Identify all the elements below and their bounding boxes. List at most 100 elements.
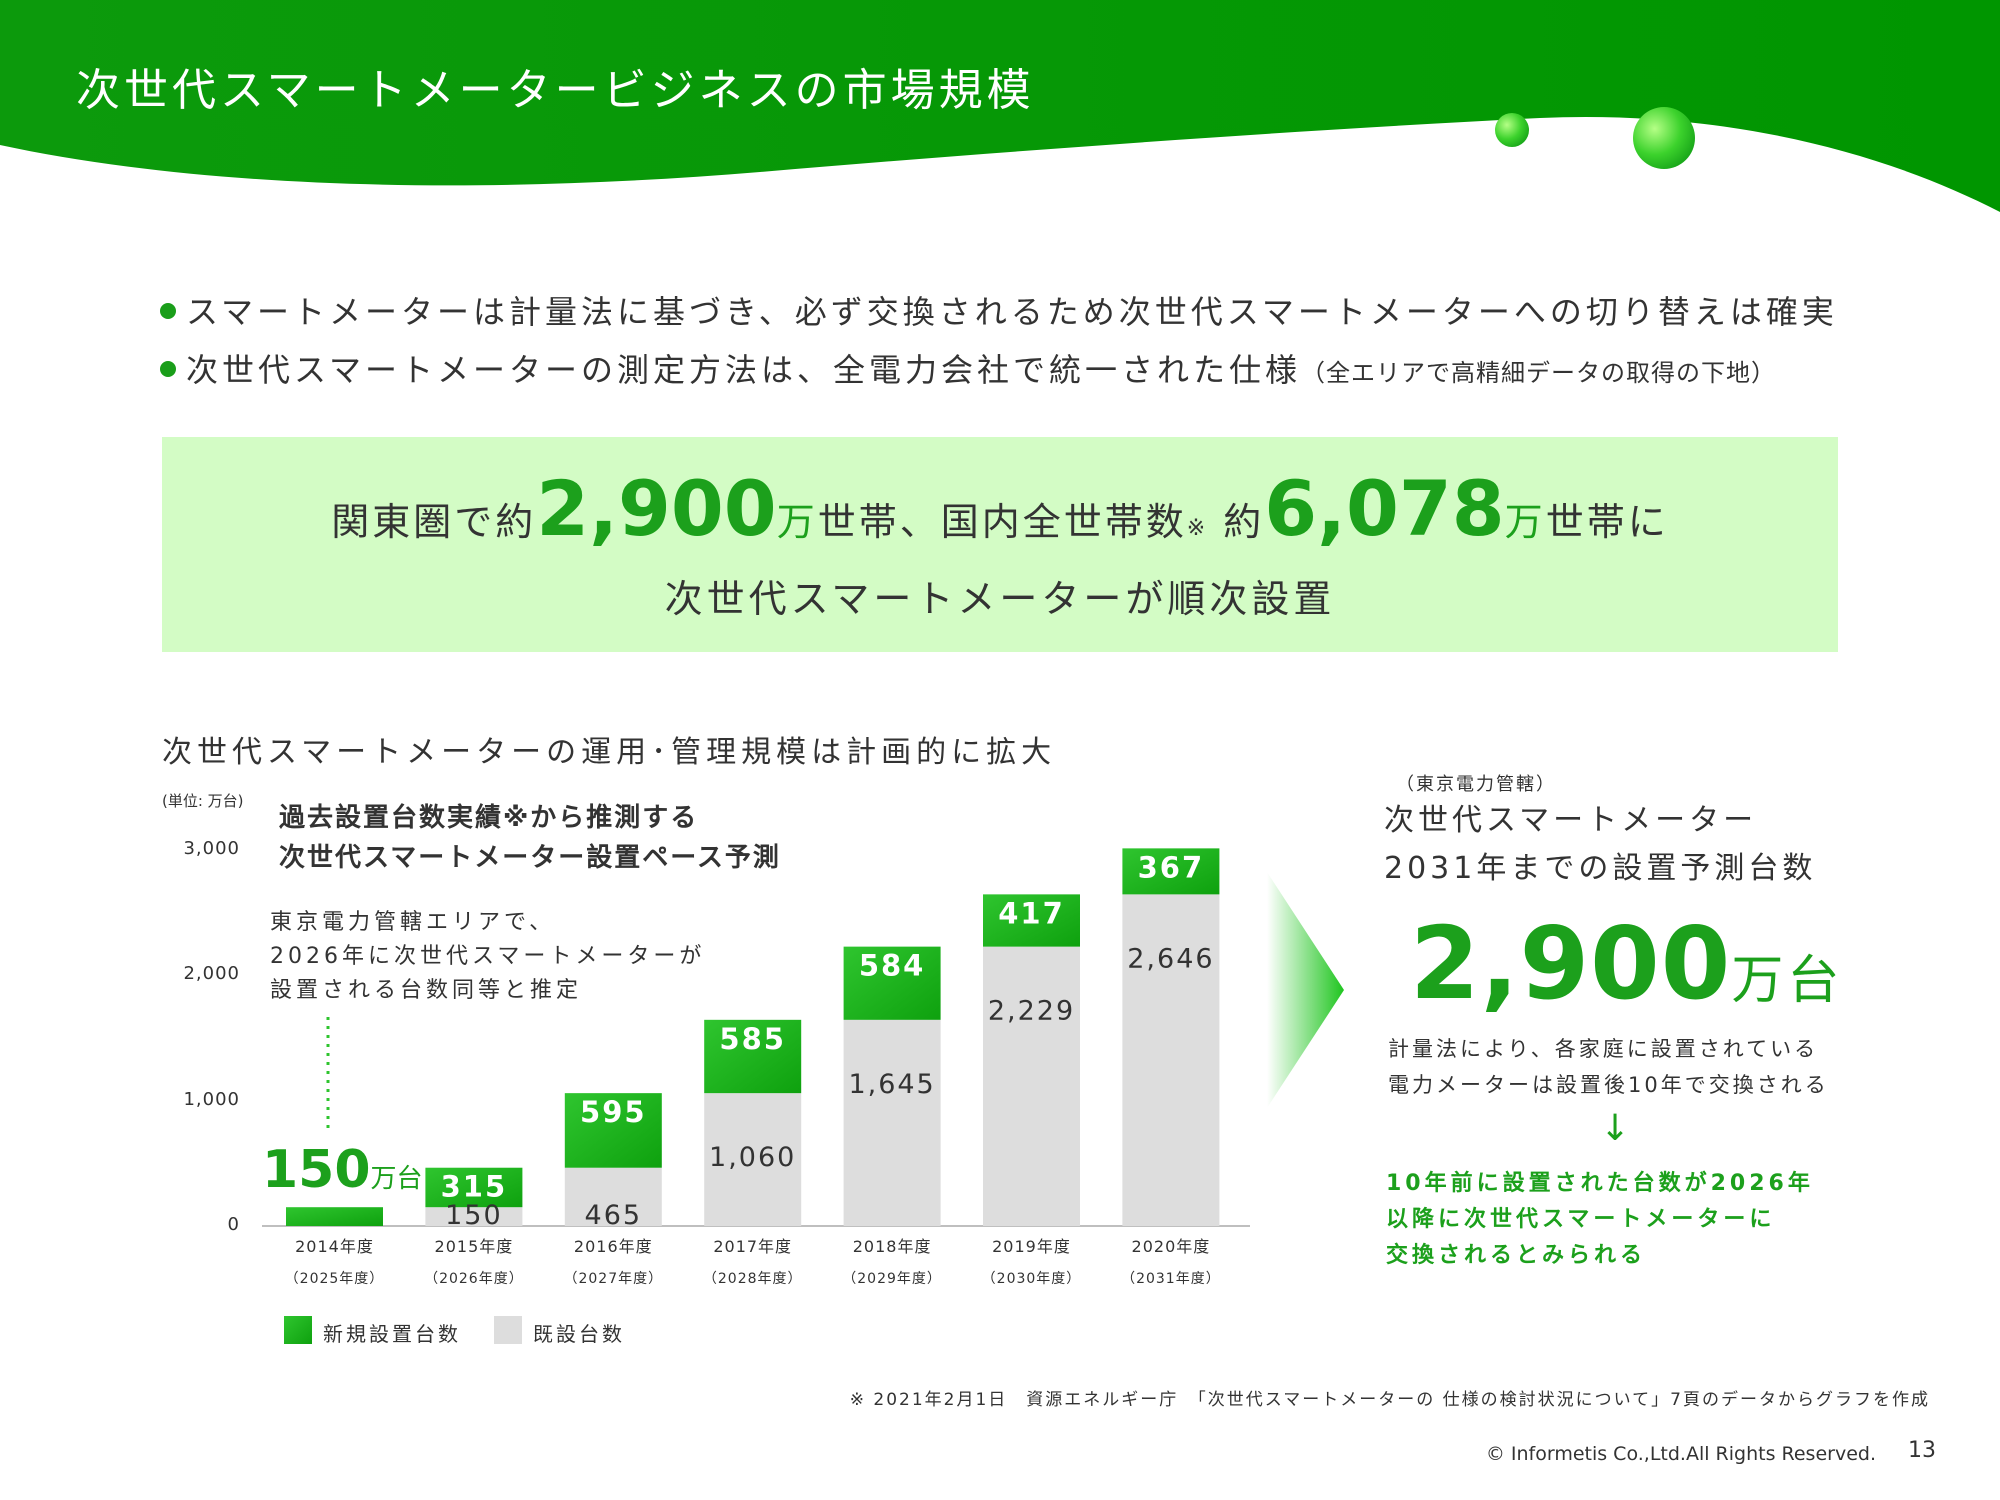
chart-heading: 次世代スマートメーターの運用･管理規模は計画的に拡大 bbox=[162, 735, 1057, 770]
right-desc-line: 電力メーターは設置後10年で交換される bbox=[1388, 1073, 1829, 1097]
slide-title: 次世代スマートメータービジネスの市場規模 bbox=[76, 65, 1035, 116]
data-label-existing: 150 bbox=[445, 1200, 503, 1231]
highlight-text: 世帯に bbox=[1545, 500, 1669, 544]
right-panel-big-number: 2,900万台 bbox=[1410, 905, 1843, 1022]
x-tick-sublabel: （2027年度） bbox=[563, 1271, 663, 1287]
highlight-unit: 万 bbox=[1504, 500, 1546, 544]
highlight-asterisk: ※ bbox=[1186, 516, 1209, 541]
x-tick-label: 2018年度 bbox=[853, 1237, 932, 1256]
bar-new bbox=[843, 946, 941, 1020]
x-tick-label: 2014年度 bbox=[295, 1237, 374, 1256]
bar-existing bbox=[425, 1207, 523, 1226]
data-label-new: 315 bbox=[441, 1170, 508, 1204]
data-label-existing: 2,646 bbox=[1127, 943, 1214, 974]
x-tick-label: 2016年度 bbox=[574, 1237, 653, 1256]
legend-swatch-new bbox=[284, 1316, 312, 1344]
highlight-unit: 万 bbox=[776, 500, 818, 544]
first-total-unit: 万台 bbox=[370, 1164, 423, 1194]
x-tick-sublabel: （2029年度） bbox=[842, 1271, 942, 1287]
bar-existing bbox=[983, 946, 1080, 1226]
bar-new bbox=[704, 1019, 802, 1094]
big-number-unit: 万台 bbox=[1731, 951, 1844, 1011]
right-title-line: 2031年までの設置予測台数 bbox=[1384, 851, 1817, 886]
data-label-new: 595 bbox=[580, 1095, 647, 1129]
bar-new bbox=[425, 1167, 523, 1208]
right-panel-region: （東京電力管轄） bbox=[1396, 774, 1556, 795]
bar-new bbox=[1122, 848, 1220, 895]
x-tick-sublabel: （2030年度） bbox=[982, 1271, 1082, 1287]
right-panel-title: 次世代スマートメーター 2031年までの設置予測台数 bbox=[1384, 797, 1816, 893]
footnote: ※ 2021年2月1日 資源エネルギー庁 「次世代スマートメーターの 仕様の検討… bbox=[849, 1390, 1930, 1410]
conclusion-line: 以降に次世代スマートメーターに bbox=[1386, 1207, 1776, 1232]
annotation-note-line: 東京電力管轄エリアで、 bbox=[270, 910, 556, 935]
legend-swatch-existing bbox=[494, 1316, 522, 1344]
page-number: 13 bbox=[1908, 1438, 1936, 1463]
highlight-line-1: 関東圏で約2,900万世帯、国内全世帯数※ 約6,078万世帯に bbox=[162, 464, 1838, 553]
bar-new bbox=[983, 894, 1080, 947]
bar-existing bbox=[843, 1019, 941, 1226]
x-tick-sublabel: （2031年度） bbox=[1121, 1271, 1221, 1287]
x-tick-label: 2019年度 bbox=[992, 1237, 1071, 1256]
annotation-note-line: 設置される台数同等と推定 bbox=[270, 978, 583, 1003]
highlight-text: 関東圏で約 bbox=[331, 500, 537, 544]
right-panel-description: 計量法により、各家庭に設置されている 電力メーターは設置後10年で交換される bbox=[1388, 1031, 1829, 1103]
right-panel-conclusion: 10年前に設置された台数が2026年 以降に次世代スマートメーターに 交換される… bbox=[1386, 1166, 1814, 1274]
y-tick-label: 0 bbox=[227, 1214, 240, 1235]
conclusion-line: 交換されるとみられる bbox=[1386, 1243, 1647, 1268]
x-tick-label: 2017年度 bbox=[713, 1237, 792, 1256]
bar-existing bbox=[704, 1093, 802, 1226]
bullet-text: スマートメーターは計量法に基づき、必ず交換されるため次世代スマートメーターへの切… bbox=[186, 293, 1838, 331]
highlight-number-national: 6,078 bbox=[1264, 464, 1505, 553]
data-label-existing: 1,645 bbox=[848, 1069, 935, 1100]
chart-unit-label: (単位: 万台) bbox=[162, 792, 244, 810]
first-total-number: 150 bbox=[262, 1140, 371, 1200]
data-label-new: 417 bbox=[998, 896, 1065, 930]
x-tick-sublabel: （2028年度） bbox=[703, 1271, 803, 1287]
y-tick-label: 3,000 bbox=[183, 838, 240, 859]
highlight-box bbox=[162, 437, 1838, 652]
down-arrow-icon: ↓ bbox=[1600, 1108, 1631, 1149]
highlight-text: 約 bbox=[1208, 500, 1265, 544]
bullet-item-1: スマートメーターは計量法に基づき、必ず交換されるため次世代スマートメーターへの切… bbox=[160, 287, 1838, 333]
conclusion-line: 10年前に設置された台数が2026年 bbox=[1386, 1171, 1814, 1196]
annotation-note-line: 2026年に次世代スマートメーターが bbox=[270, 944, 706, 969]
data-label-existing: 2,229 bbox=[988, 996, 1075, 1027]
x-tick-sublabel: （2025年度） bbox=[285, 1271, 385, 1287]
data-label-new: 584 bbox=[859, 949, 926, 983]
data-label-existing: 465 bbox=[585, 1200, 643, 1231]
data-label-new: 367 bbox=[1138, 850, 1205, 884]
bullet-dot-icon bbox=[160, 303, 176, 319]
bar-new bbox=[286, 1207, 383, 1226]
legend-label-existing: 既設台数 bbox=[533, 1322, 625, 1346]
x-tick-label: 2015年度 bbox=[435, 1237, 514, 1256]
bullet-dot-icon bbox=[160, 361, 176, 377]
data-label-existing: 1,060 bbox=[709, 1142, 796, 1173]
annotation-title-line: 過去設置台数実績※から推測する bbox=[279, 803, 699, 833]
bullet-item-2: 次世代スマートメーターの測定方法は、全電力会社で統一された仕様（全エリアで高精細… bbox=[160, 345, 1776, 391]
chart-annotation-title: 過去設置台数実績※から推測する 次世代スマートメーター設置ペース予測 bbox=[279, 798, 781, 878]
bar-existing bbox=[564, 1167, 662, 1226]
bullet-note: （全エリアで高精細データの取得の下地） bbox=[1301, 359, 1777, 387]
highlight-text: 世帯、国内全世帯数 bbox=[817, 500, 1187, 544]
right-title-line: 次世代スマートメーター bbox=[1384, 803, 1758, 838]
chart-annotation-left: 東京電力管轄エリアで、 2026年に次世代スマートメーターが 設置される台数同等… bbox=[270, 906, 705, 1008]
y-tick-label: 1,000 bbox=[183, 1088, 240, 1110]
annotation-title-line: 次世代スマートメーター設置ペース予測 bbox=[279, 843, 781, 873]
bar-new bbox=[564, 1093, 662, 1168]
highlight-number-kanto: 2,900 bbox=[536, 464, 777, 553]
legend-label-new: 新規設置台数 bbox=[323, 1322, 461, 1346]
right-desc-line: 計量法により、各家庭に設置されている bbox=[1388, 1037, 1819, 1061]
y-tick-label: 2,000 bbox=[183, 963, 240, 985]
first-bar-total: 150万台 bbox=[262, 1140, 423, 1200]
x-tick-label: 2020年度 bbox=[1132, 1237, 1211, 1256]
right-arrow-shape bbox=[1267, 872, 1344, 1108]
x-tick-sublabel: （2026年度） bbox=[424, 1271, 524, 1287]
bar-existing bbox=[1122, 894, 1220, 1226]
big-number-value: 2,900 bbox=[1410, 905, 1732, 1022]
data-label-new: 585 bbox=[719, 1022, 786, 1056]
bullet-text: 次世代スマートメーターの測定方法は、全電力会社で統一された仕様 bbox=[186, 351, 1302, 389]
highlight-line-2: 次世代スマートメーターが順次設置 bbox=[664, 577, 1336, 621]
header-wave-background bbox=[0, 0, 2000, 212]
copyright: © Informetis Co.,Ltd.All Rights Reserved… bbox=[1485, 1443, 1876, 1465]
